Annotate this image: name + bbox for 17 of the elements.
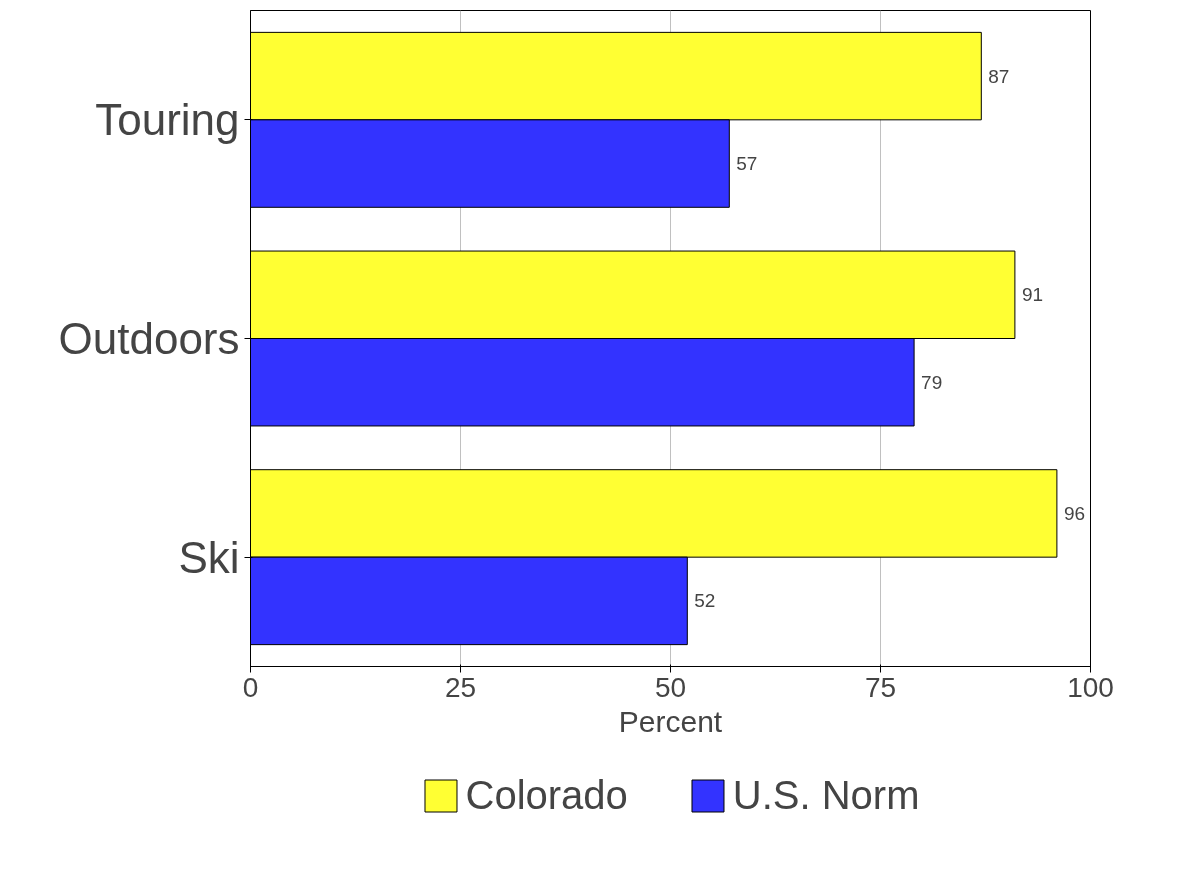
x-tick-label: 75 [864,671,897,703]
data-label: 91 [1021,284,1044,306]
data-label: 52 [694,590,716,612]
x-tick-label: 0 [242,671,259,703]
data-label: 96 [1063,502,1086,524]
x-tick-label: 25 [444,671,477,703]
y-tick-label: Touring [95,95,240,145]
data-label: 57 [736,153,758,175]
legend-label: U.S. Norm [732,772,920,818]
data-label: 87 [988,65,1010,87]
data-label: 79 [921,371,943,393]
x-tick-label: 100 [1067,671,1114,703]
legend-label: Colorado [465,772,628,818]
x-tick-label: 50 [654,671,687,703]
x-axis-title: Percent [618,704,723,738]
y-tick-label: Ski [178,532,240,582]
y-tick-label: Outdoors [58,314,240,363]
